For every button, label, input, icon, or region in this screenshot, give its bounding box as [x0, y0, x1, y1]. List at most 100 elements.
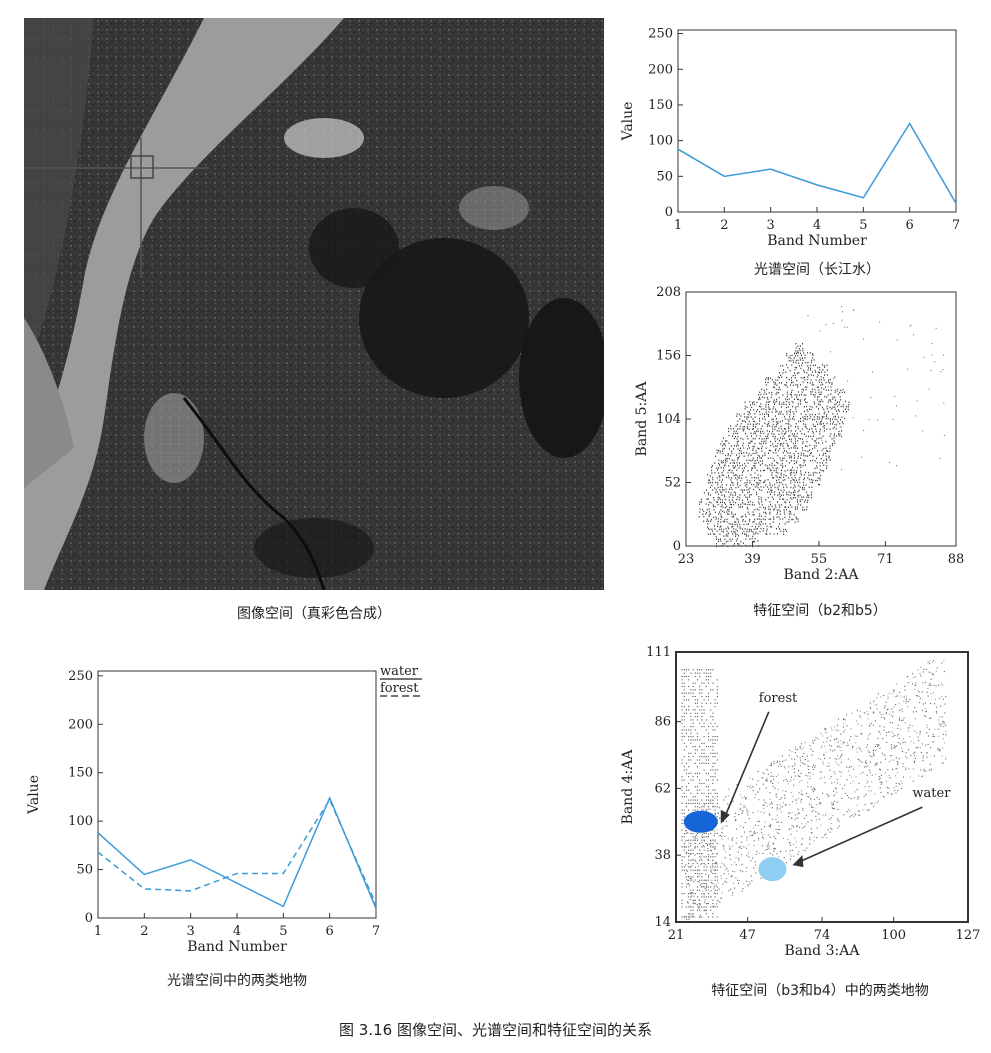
scatter-point	[804, 415, 806, 418]
chart-two-classes-caption: 光谱空间中的两类地物	[167, 973, 307, 989]
scatter-point	[715, 848, 717, 850]
scatter-point	[880, 761, 882, 763]
scatter-point	[736, 517, 738, 520]
scatter-point	[699, 889, 701, 891]
scatter-point	[783, 494, 785, 496]
scatter-point	[784, 432, 786, 434]
scatter-point	[737, 519, 739, 521]
scatter-point	[836, 413, 838, 415]
scatter-point	[791, 469, 793, 471]
scatter-point	[803, 478, 805, 481]
scatter-point	[704, 901, 706, 903]
scatter-point	[871, 803, 873, 805]
scatter-point	[681, 906, 683, 908]
scatter-point	[942, 762, 944, 764]
scatter-point	[770, 775, 772, 777]
scatter-point	[769, 508, 771, 511]
scatter-point	[723, 474, 725, 477]
scatter-point	[859, 760, 861, 762]
scatter-point	[774, 403, 776, 406]
scatter-point	[893, 689, 895, 691]
scatter-point	[775, 421, 777, 423]
scatter-point	[714, 472, 716, 474]
scatter-point	[772, 423, 774, 426]
scatter-point	[721, 484, 723, 486]
scatter-point	[705, 779, 707, 781]
scatter-point	[685, 699, 688, 701]
scatter-point	[705, 756, 707, 758]
scatter-point	[919, 733, 921, 735]
scatter-point	[704, 887, 706, 890]
scatter-point	[849, 774, 851, 776]
scatter-point	[701, 752, 703, 754]
scatter-point	[701, 682, 703, 684]
scatter-point	[716, 816, 718, 818]
scatter-point	[819, 433, 821, 435]
scatter-point	[710, 849, 712, 851]
scatter-point	[859, 748, 861, 750]
scatter-point	[836, 817, 839, 819]
scatter-point	[681, 682, 683, 684]
scatter-point	[745, 421, 747, 423]
scatter-point	[748, 491, 750, 493]
scatter-point	[766, 377, 768, 379]
scatter-point	[801, 388, 803, 390]
scatter-point	[849, 739, 851, 741]
scatter-point	[903, 717, 905, 719]
scatter-point	[829, 435, 831, 438]
scatter-point	[838, 435, 840, 437]
scatter-point	[745, 538, 747, 540]
scatter-point	[794, 521, 796, 523]
scatter-point	[822, 369, 824, 371]
scatter-point	[699, 759, 701, 761]
scatter-point	[916, 732, 918, 734]
scatter-point	[794, 366, 796, 369]
scatter-point	[776, 853, 778, 855]
scatter-point	[716, 893, 718, 895]
scatter-point	[806, 445, 808, 448]
scatter-point	[714, 809, 716, 811]
scatter-point	[695, 866, 697, 868]
scatter-point	[685, 729, 688, 731]
scatter-point	[787, 393, 789, 395]
scatter-point	[731, 488, 733, 491]
scatter-point	[753, 445, 755, 448]
scatter-point	[797, 426, 799, 428]
scatter-point	[945, 734, 947, 736]
scatter-point	[795, 479, 797, 482]
scatter-point	[862, 809, 864, 811]
scatter-point	[790, 381, 792, 384]
scatter-point	[761, 425, 763, 427]
scatter-point	[893, 787, 895, 789]
scatter-point	[688, 906, 690, 908]
scatter-point	[796, 432, 798, 435]
scatter-point	[801, 428, 803, 430]
scatter-point	[786, 530, 788, 533]
scatter-point	[914, 676, 916, 678]
scatter-point	[701, 886, 703, 888]
scatter-point	[872, 701, 874, 703]
scatter-point	[716, 842, 718, 845]
scatter-point	[761, 501, 763, 503]
scatter-point	[688, 866, 690, 868]
scatter-point	[745, 797, 747, 799]
scatter-point	[715, 481, 717, 484]
scatter-point	[813, 425, 815, 428]
scatter-point	[756, 482, 758, 484]
scatter-point	[739, 794, 741, 796]
scatter-point	[831, 802, 833, 804]
scatter-point	[905, 741, 907, 743]
scatter-point	[778, 439, 780, 442]
scatter-point	[745, 797, 747, 799]
scatter-point	[815, 815, 817, 817]
scatter-point	[761, 457, 763, 459]
scatter-point	[770, 444, 772, 447]
scatter-point	[742, 520, 744, 522]
scatter-point	[804, 850, 806, 852]
scatter-point	[783, 765, 785, 767]
scatter-point	[823, 754, 825, 756]
scatter-point	[805, 484, 807, 486]
scatter-point	[685, 769, 688, 771]
scatter-point	[721, 440, 723, 443]
scatter-point	[778, 832, 780, 835]
